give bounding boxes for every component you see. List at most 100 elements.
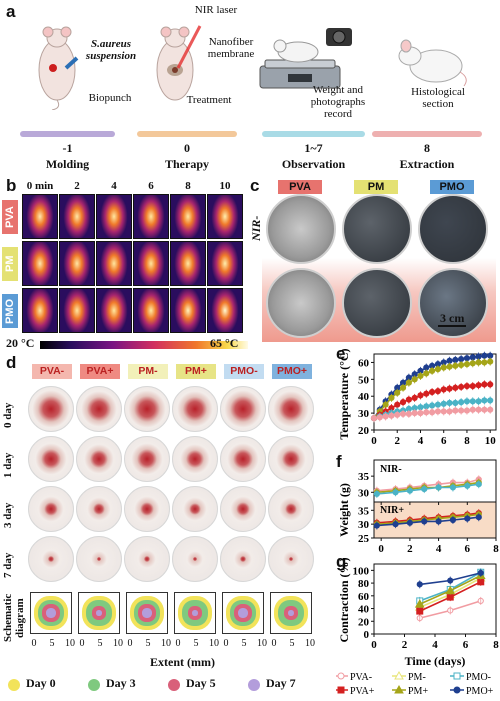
thermal-image (96, 288, 132, 333)
phase-number-observation: 1~7 (304, 141, 323, 155)
phase-number-molding: -1 (62, 141, 73, 155)
schematic-region (192, 610, 198, 616)
extent-tick-label: 10 (305, 638, 315, 649)
wound-photo (28, 436, 74, 482)
petri-dish (342, 194, 412, 264)
thermal-row-tag: PM (2, 247, 18, 281)
thermal-image (22, 194, 58, 239)
wound-photo (76, 486, 122, 532)
wound-photo (124, 536, 170, 582)
phase-bar-observation (262, 131, 365, 137)
wound-photo (76, 536, 122, 582)
legend-swatch (248, 679, 260, 691)
x-tick-label: 2 (394, 435, 400, 447)
y-axis-label: Temperature (°C) (337, 348, 351, 439)
wound-photo (220, 486, 266, 532)
thermal-image (170, 194, 206, 239)
thermal-image (22, 288, 58, 333)
extent-tick-label: 10 (65, 638, 75, 649)
y-tick-label: 40 (358, 391, 370, 403)
caption-histology: Histological section (411, 86, 465, 110)
schematic-region (142, 608, 152, 618)
time-label: 8 (185, 180, 191, 192)
time-label: 6 (148, 180, 154, 192)
extent-tick-label: 5 (97, 638, 103, 649)
thermal-row-tag: PMO (2, 294, 18, 328)
x-tick-label: 0 (371, 639, 377, 651)
caption-membrane: Nanofiber membrane (207, 36, 255, 60)
caption-weight-photo: Weight and photographs record (310, 84, 366, 120)
y-tick-label: 50 (358, 374, 370, 386)
legend-label: PVA- (350, 672, 372, 683)
wound-photo (76, 386, 122, 432)
y-tick-label: 30 (358, 487, 370, 499)
y-tick-label: 40 (358, 604, 370, 616)
legend-label: PMO+ (466, 686, 494, 697)
legend-marker (394, 670, 404, 680)
legend-marker (337, 672, 345, 680)
y-tick-label: 20 (358, 425, 370, 437)
phase-bar-molding (20, 131, 115, 137)
panel-f-label: f (336, 452, 342, 471)
y-tick-label: 30 (358, 408, 370, 420)
petri-dish (342, 268, 412, 338)
scale-bar (438, 325, 466, 327)
extent-tick-label: 5 (49, 638, 55, 649)
thermal-image (207, 241, 243, 286)
thermal-image (207, 194, 243, 239)
wound-photo (124, 436, 170, 482)
caption-treatment: Treatment (186, 94, 232, 106)
x-tick-label: 10 (485, 435, 497, 447)
extent-tick-label: 0 (175, 638, 181, 649)
petri-dish (418, 268, 488, 338)
subpanel-label-nir-plus: NIR+ (380, 505, 404, 516)
thermal-image (170, 241, 206, 286)
phase-name-extraction: Extraction (399, 157, 455, 171)
row-label-nir-minus: NIR- (249, 215, 263, 241)
petri-dish (266, 268, 336, 338)
x-axis-label: Time (days) (405, 654, 466, 668)
panel-b-label: b (6, 176, 17, 195)
legend-label: Day 5 (186, 676, 216, 690)
legend-label: PM+ (408, 686, 428, 697)
legend-swatch (8, 679, 20, 691)
plot-frame (373, 501, 497, 539)
extent-tick-label: 10 (113, 638, 123, 649)
caption-suspension: S.aureus suspension (85, 38, 137, 62)
schematic-region (288, 610, 294, 616)
panel-d-label: d (6, 353, 17, 372)
legend-swatch (88, 679, 100, 691)
phase-number-extraction: 8 (424, 141, 430, 155)
weight-chart: Weight (g) 30 35 25 30 35 0 2 4 6 8 NIR- NIR+ (337, 459, 499, 555)
wound-group-tag: PM+ (176, 364, 216, 379)
thermal-image (133, 241, 169, 286)
schematic-diagram (222, 592, 264, 634)
legend-label: Day 0 (26, 676, 56, 690)
legend-swatch (168, 679, 180, 691)
extent-tick-label: 10 (161, 638, 171, 649)
petri-dish (418, 194, 488, 264)
series-line (376, 481, 479, 494)
wound-photo (28, 486, 74, 532)
wound-photo (28, 536, 74, 582)
wound-photo (268, 486, 314, 532)
schematic-diagram (270, 592, 312, 634)
extent-tick-label: 5 (193, 638, 199, 649)
wound-photo (172, 436, 218, 482)
x-tick-label: 4 (418, 435, 424, 447)
x-tick-label: 0 (371, 435, 377, 447)
schematic-region (46, 608, 56, 618)
x-tick-label: 8 (493, 543, 499, 555)
wound-group-tag: PMO+ (272, 364, 312, 379)
mouse-histology-illustration (398, 39, 467, 87)
wound-group-tag: PMO- (224, 364, 264, 379)
dish-column-tag: PMO (430, 180, 474, 194)
wound-photo (124, 486, 170, 532)
x-tick-label: 2 (407, 543, 413, 555)
panel-e-label: e (336, 344, 346, 363)
wound-photo (268, 536, 314, 582)
y-tick-label: 35 (358, 505, 370, 517)
thermal-image (59, 194, 95, 239)
temperature-colorbar (40, 341, 248, 349)
